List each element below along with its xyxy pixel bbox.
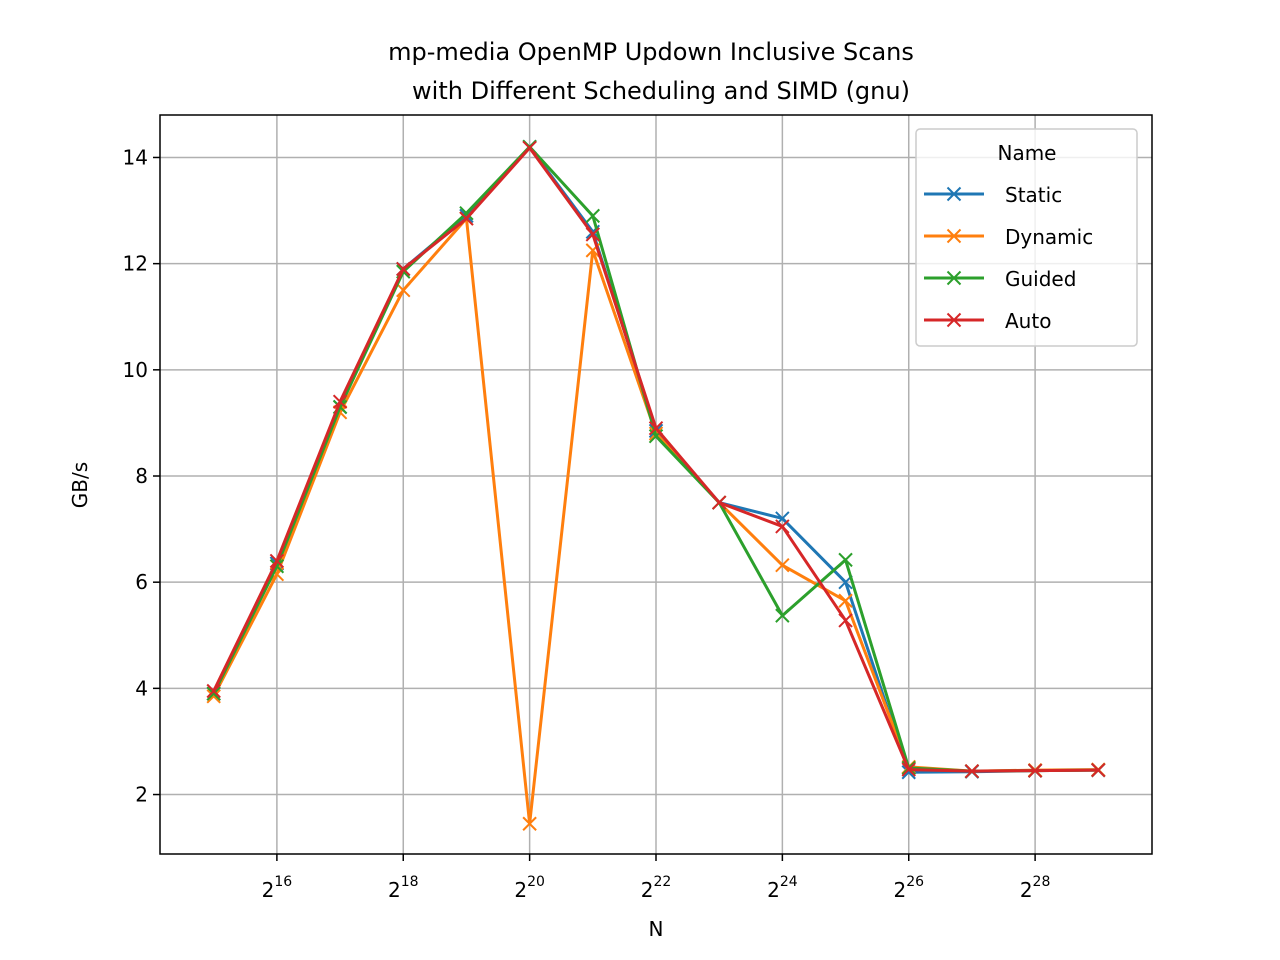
- legend-title: Name: [997, 141, 1056, 165]
- x-tick-label: 220: [514, 874, 545, 902]
- y-tick-label: 12: [123, 252, 148, 276]
- data-point-marker: [269, 553, 285, 569]
- x-tick-label: 218: [388, 874, 419, 902]
- data-point-marker: [901, 762, 916, 777]
- data-point-marker: [711, 495, 727, 510]
- legend-label: Guided: [1005, 267, 1076, 291]
- y-tick-label: 8: [135, 464, 148, 488]
- data-point-marker: [838, 613, 853, 628]
- legend: Name Static Dynamic Guided Auto: [915, 128, 1138, 347]
- y-axis-label: GB/s: [68, 462, 92, 508]
- data-point-marker: [838, 593, 853, 608]
- x-tick-label: 226: [893, 874, 924, 902]
- data-point-marker: [1091, 762, 1106, 778]
- data-point-marker: [522, 816, 537, 831]
- legend-label: Auto: [1005, 309, 1051, 333]
- y-tick-label: 2: [135, 783, 148, 807]
- data-point-marker: [585, 227, 601, 242]
- legend-marker: [946, 270, 962, 286]
- axis-ticks: 216 218 220 222 224 226 228 2 4 6 8 10 12 14: [123, 145, 1051, 902]
- legend-box: [915, 128, 1138, 347]
- data-point-marker: [775, 608, 790, 623]
- legend-item-static: Static: [924, 183, 1062, 207]
- y-tick-label: 10: [123, 358, 148, 382]
- legend-marker: [946, 312, 962, 328]
- data-point-marker: [775, 519, 790, 534]
- series-lines: [206, 139, 1106, 831]
- data-point-marker: [206, 683, 221, 699]
- x-tick-label: 222: [641, 874, 672, 902]
- data-point-marker: [522, 140, 537, 156]
- data-point-marker: [459, 211, 474, 226]
- data-point-marker: [396, 261, 411, 277]
- legend-marker: [946, 228, 962, 244]
- legend-item-dynamic: Dynamic: [924, 225, 1093, 249]
- data-point-marker: [396, 282, 411, 298]
- x-tick-label: 224: [767, 874, 798, 902]
- data-point-marker: [648, 421, 664, 436]
- data-point-marker: [775, 557, 790, 573]
- legend-item-guided: Guided: [924, 267, 1076, 291]
- legend-marker: [946, 186, 962, 202]
- data-point-marker: [459, 206, 474, 221]
- data-point-marker: [964, 763, 980, 779]
- data-point-marker: [206, 686, 221, 701]
- x-tick-label: 216: [262, 874, 293, 902]
- data-point-marker: [838, 552, 853, 568]
- x-tick-label: 228: [1020, 874, 1051, 902]
- y-tick-label: 14: [123, 145, 148, 169]
- data-point-marker: [332, 394, 348, 409]
- legend-label: Static: [1005, 183, 1062, 207]
- chart-title-line-2: with Different Scheduling and SIMD (gnu): [412, 77, 910, 105]
- y-tick-label: 4: [135, 676, 148, 700]
- chart-title-line-1: mp-media OpenMP Updown Inclusive Scans: [388, 38, 914, 66]
- legend-item-auto: Auto: [924, 309, 1051, 333]
- data-point-marker: [585, 208, 601, 224]
- series-auto: [206, 140, 1106, 779]
- legend-label: Dynamic: [1005, 225, 1093, 249]
- grid-lines: [160, 115, 1152, 854]
- x-axis-label: N: [649, 917, 664, 941]
- data-point-marker: [1027, 763, 1043, 778]
- y-tick-label: 6: [135, 570, 148, 594]
- data-point-marker: [206, 689, 221, 704]
